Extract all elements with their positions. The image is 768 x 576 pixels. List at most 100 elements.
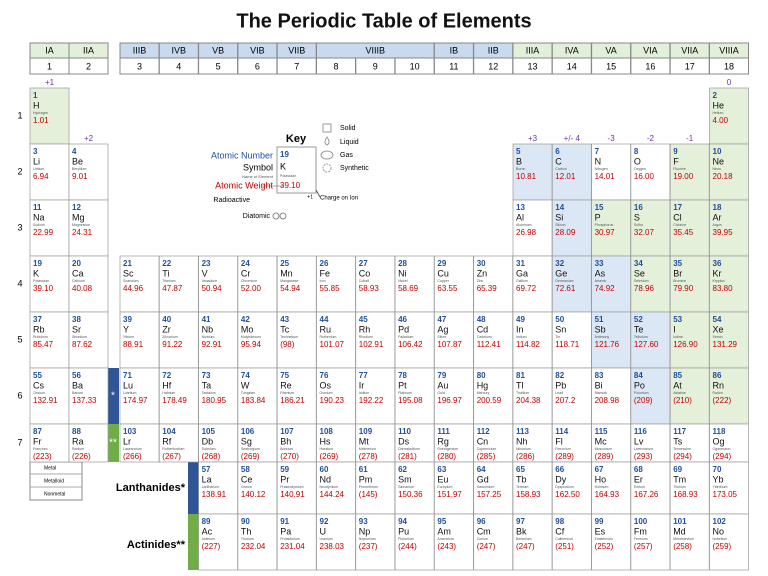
element-name: Samarium (398, 485, 414, 489)
atomic-number: 77 (359, 371, 368, 380)
atomic-weight: (222) (713, 396, 732, 405)
atomic-weight: (259) (713, 542, 732, 551)
element-symbol: Ho (595, 474, 607, 484)
element-symbol: Sb (595, 324, 606, 334)
element-name: Tennessine (673, 447, 691, 451)
element-name: Copernicium (477, 447, 497, 451)
element-symbol: Si (555, 212, 563, 222)
period-label: 3 (17, 222, 22, 232)
atomic-number: 16 (634, 203, 643, 212)
atomic-weight: 107.87 (437, 340, 462, 349)
element-symbol: Co (359, 268, 371, 278)
element-symbol: Zr (162, 324, 171, 334)
group-label: IIIB (133, 45, 147, 55)
atomic-weight: 192.22 (359, 396, 384, 405)
element-cell (473, 367, 514, 425)
element-cell (709, 423, 749, 463)
key-title: Key (286, 133, 307, 145)
element-cell (158, 367, 199, 425)
key-cell-symbol: K (280, 161, 286, 171)
atomic-weight: (269) (320, 452, 339, 461)
element-name: Strontium (72, 335, 87, 339)
element-symbol: Pt (398, 380, 407, 390)
atomic-number: 104 (162, 427, 176, 436)
element-symbol: P (595, 212, 601, 222)
element-name: Americium (437, 537, 454, 541)
group-number-cell (709, 57, 749, 75)
element-symbol: Am (437, 526, 451, 536)
atomic-number: 58 (241, 465, 250, 474)
element-cell (276, 423, 317, 463)
element-symbol: As (595, 268, 606, 278)
atomic-number: 86 (713, 371, 722, 380)
atomic-number: 9 (673, 147, 678, 156)
atomic-weight: 114.82 (516, 340, 540, 349)
element-symbol: Rg (437, 436, 449, 446)
element-symbol: Ti (162, 268, 169, 278)
atomic-weight: 1.01 (33, 116, 49, 125)
atomic-number: 67 (595, 465, 604, 474)
atomic-number: 52 (634, 315, 643, 324)
element-name: Flerovium (555, 447, 570, 451)
element-symbol: Os (320, 380, 332, 390)
atomic-number: 53 (673, 315, 682, 324)
atomic-weight: 83.80 (713, 284, 734, 293)
element-name: Cesium (33, 391, 45, 395)
atomic-weight: 121.76 (595, 340, 620, 349)
atomic-number: 47 (437, 315, 446, 324)
group-number: 1 (47, 61, 52, 71)
atomic-number: 63 (437, 465, 446, 474)
atomic-number: 27 (359, 259, 368, 268)
element-name: Fermium (634, 537, 648, 541)
atomic-weight: 140.12 (241, 490, 266, 499)
element-cell (709, 143, 749, 201)
element-symbol: Y (123, 324, 129, 334)
element-symbol: Hf (162, 380, 171, 390)
atomic-weight: 137.33 (72, 396, 97, 405)
atomic-weight: 6.94 (33, 172, 49, 181)
element-cell (512, 367, 553, 425)
atomic-number: 32 (555, 259, 564, 268)
key-atomic-weight: Atomic Weight (215, 180, 273, 190)
element-cell (709, 513, 749, 571)
element-symbol: Er (634, 474, 643, 484)
element-name: Roentgenium (437, 447, 458, 451)
series-bar (107, 424, 119, 462)
element-cell (630, 255, 671, 313)
element-name: Gadolinium (477, 485, 495, 489)
element-cell (551, 367, 592, 425)
element-symbol: Eu (437, 474, 448, 484)
atomic-number: 43 (280, 315, 289, 324)
atomic-number: 25 (280, 259, 289, 268)
element-symbol: Li (33, 156, 40, 166)
group-label: VIB (250, 45, 265, 55)
group-label: VB (212, 45, 224, 55)
element-symbol: O (634, 156, 641, 166)
element-cell (630, 367, 671, 425)
group-number: 10 (410, 61, 420, 71)
atomic-weight: (244) (398, 542, 417, 551)
key-charge: Charge on Ion (320, 196, 358, 202)
atomic-weight: 186.21 (280, 396, 305, 405)
element-symbol: Au (437, 380, 448, 390)
atomic-number: 103 (123, 427, 137, 436)
key-symbol: Symbol (243, 162, 273, 172)
atomic-number: 40 (162, 315, 171, 324)
element-symbol: Ce (241, 474, 253, 484)
element-cell (276, 255, 317, 313)
atomic-weight: (267) (162, 452, 181, 461)
element-name: Darmstadtium (398, 447, 420, 451)
element-symbol: Pr (280, 474, 289, 484)
element-name: Tellurium (634, 335, 648, 339)
element-symbol: Zn (477, 268, 488, 278)
gas-icon (320, 150, 334, 160)
atomic-number: 85 (673, 371, 682, 380)
atomic-weight: (247) (477, 542, 496, 551)
element-cell (394, 423, 435, 463)
atomic-weight: 232.04 (241, 542, 266, 551)
atomic-number: 92 (320, 517, 329, 526)
atomic-weight: (226) (72, 452, 91, 461)
key-radioactive: Radioactive (213, 197, 250, 204)
atomic-number: 105 (202, 427, 216, 436)
atomic-weight: 106.42 (398, 340, 423, 349)
